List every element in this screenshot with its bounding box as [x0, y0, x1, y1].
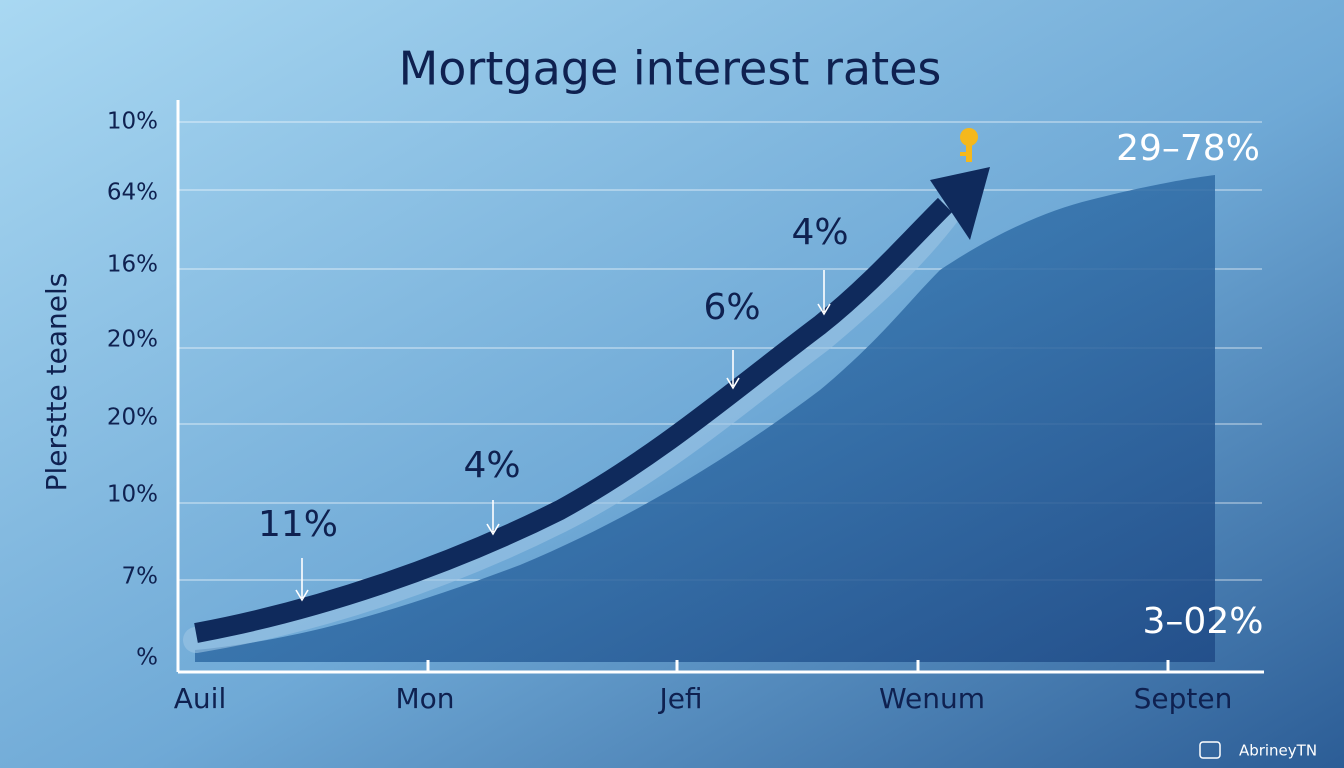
- y-label: %: [136, 645, 158, 671]
- area-shape: [195, 175, 1215, 662]
- watermark: AbrineyTN: [1239, 742, 1317, 760]
- x-label: Mon: [395, 682, 454, 715]
- annotation: 11%: [258, 504, 338, 545]
- y-label: 16%: [107, 252, 158, 278]
- watermark-icon: [1199, 741, 1221, 759]
- arrow-head: [930, 167, 990, 240]
- pointer-arrows: [295, 270, 831, 602]
- x-ticks: [426, 660, 1170, 672]
- x-label: Auil: [174, 682, 226, 715]
- x-label: Jefi: [657, 682, 702, 715]
- trend-arrow: [194, 197, 953, 643]
- annotation: 4%: [791, 212, 848, 253]
- y-label: 20%: [107, 405, 158, 431]
- y-label: 10%: [107, 109, 158, 135]
- y-axis-title: Plerstte teanels: [40, 273, 73, 492]
- y-label: 10%: [107, 482, 158, 508]
- annotation: 29–78%: [1116, 128, 1260, 169]
- annotation: 6%: [703, 287, 760, 328]
- y-label: 20%: [107, 327, 158, 353]
- y-label: 7%: [122, 564, 159, 590]
- x-label: Septen: [1134, 682, 1233, 715]
- annotation: 3–02%: [1143, 601, 1264, 642]
- y-label: 64%: [107, 180, 158, 206]
- x-label: Wenum: [879, 682, 985, 715]
- key-icon: [960, 128, 978, 162]
- annotation: 4%: [463, 445, 520, 486]
- chart-title: Mortgage interest rates: [399, 42, 942, 96]
